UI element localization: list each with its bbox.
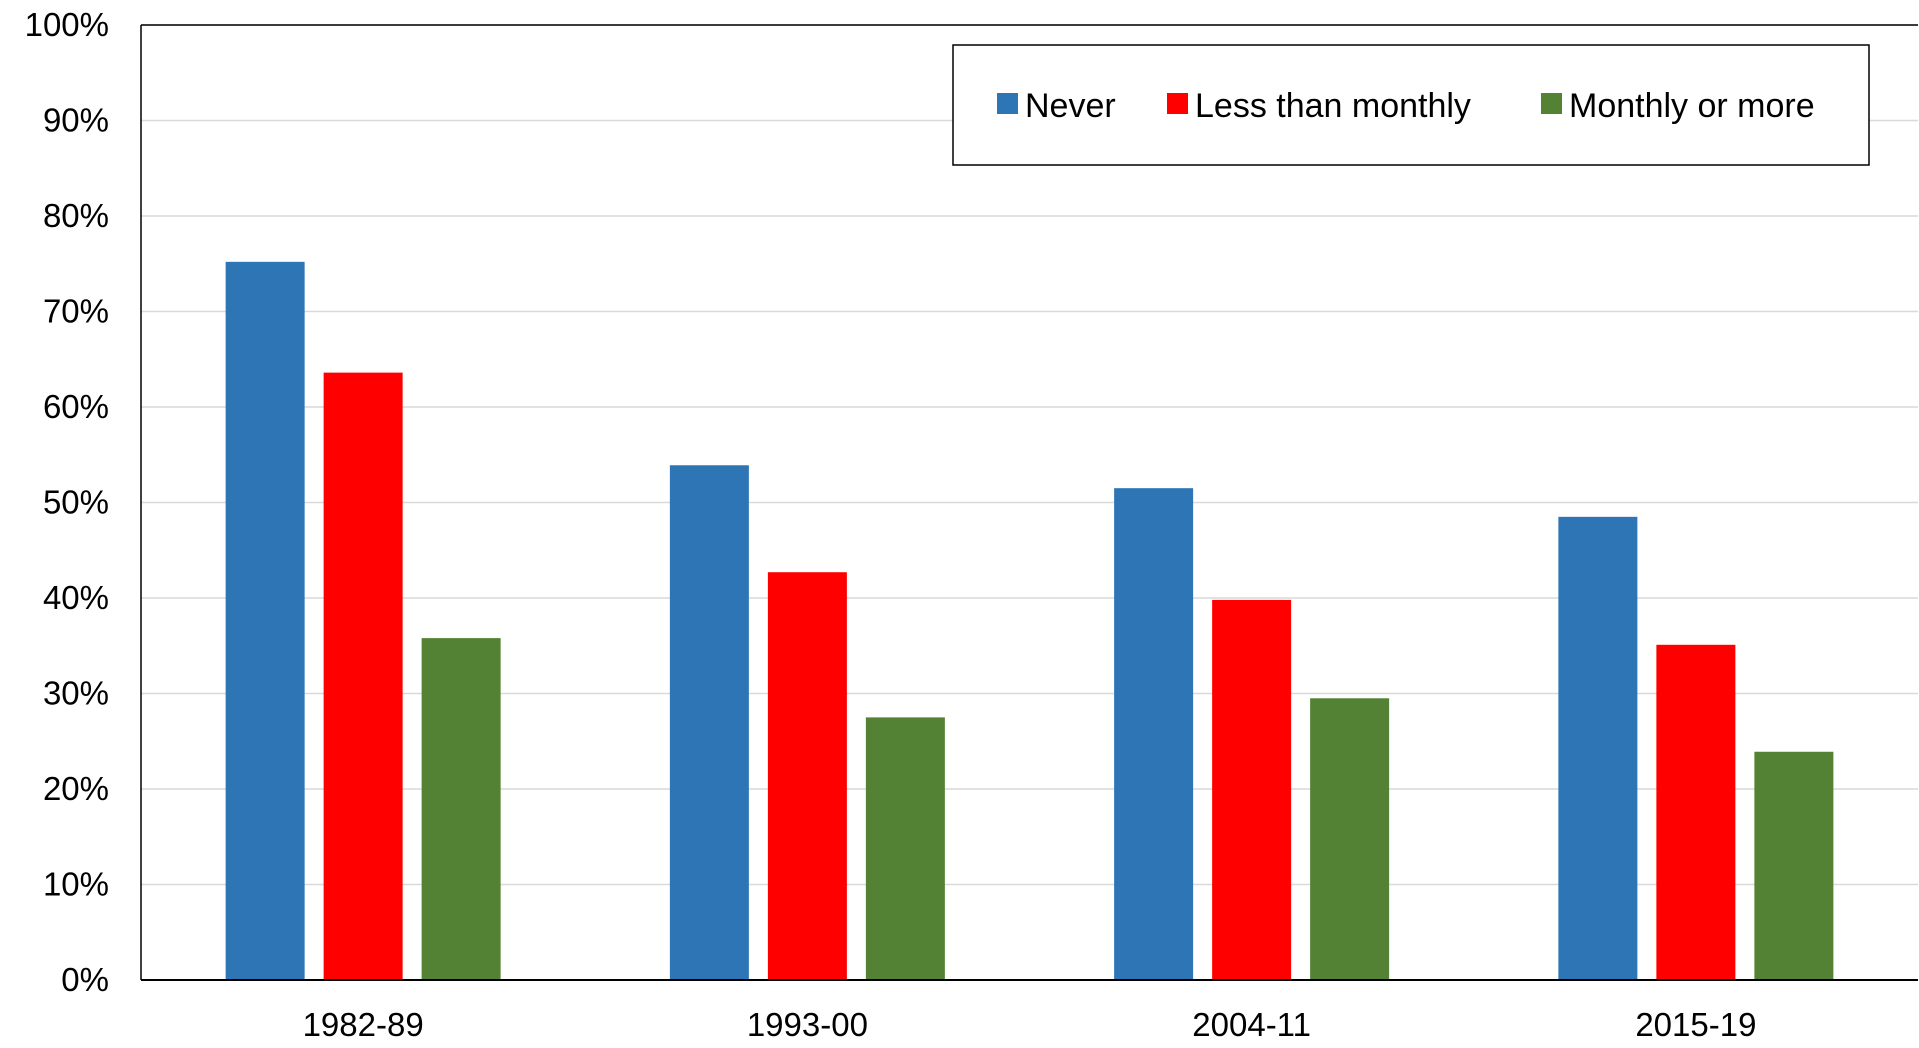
legend-swatch-never [997, 93, 1018, 114]
y-tick-label: 60% [43, 388, 109, 425]
bar-never-1993-00 [669, 465, 749, 980]
legend-label: Never [1025, 87, 1116, 125]
y-tick-label: 0% [61, 961, 109, 998]
legend-swatch-monthly-or-more [1541, 93, 1562, 114]
y-tick-label: 40% [43, 579, 109, 616]
bar-monthly-or-more-2004-11 [1310, 698, 1390, 980]
axes [140, 24, 1918, 981]
x-tick-label: 1982-89 [303, 1006, 424, 1043]
bar-monthly-or-more-1982-89 [421, 638, 501, 980]
bar-less-than-monthly-2015-19 [1656, 644, 1736, 980]
legend-label: Monthly or more [1569, 87, 1815, 125]
x-tick-label: 1993-00 [747, 1006, 868, 1043]
y-tick-label: 70% [43, 293, 109, 330]
y-axis-tick-labels: 0% 10% 20% 30% 40% 50% 60% 70% 80% 90% 100% [25, 6, 109, 998]
bar-monthly-or-more-1993-00 [865, 717, 945, 980]
y-tick-label: 90% [43, 102, 109, 139]
bar-less-than-monthly-1982-89 [323, 372, 403, 980]
y-tick-label: 30% [43, 675, 109, 712]
bar-never-2015-19 [1558, 516, 1638, 980]
y-tick-label: 80% [43, 197, 109, 234]
bars [225, 261, 1834, 981]
legend-swatch-less-than-monthly [1167, 93, 1188, 114]
bar-monthly-or-more-2015-19 [1754, 751, 1834, 980]
y-tick-label: 10% [43, 866, 109, 903]
y-tick-label: 20% [43, 770, 109, 807]
y-tick-label: 100% [25, 6, 109, 43]
legend: Never Less than monthly Monthly or more [952, 44, 1870, 166]
bar-never-2004-11 [1114, 488, 1194, 980]
x-axis-tick-labels: 1982-89 1993-00 2004-11 2015-19 [303, 1006, 1757, 1043]
legend-label: Less than monthly [1195, 87, 1471, 125]
y-tick-label: 50% [43, 484, 109, 521]
bar-never-1982-89 [225, 261, 305, 981]
legend-box [952, 44, 1870, 166]
bar-less-than-monthly-2004-11 [1212, 599, 1292, 980]
bar-less-than-monthly-1993-00 [767, 572, 847, 980]
x-tick-label: 2004-11 [1192, 1006, 1311, 1043]
x-tick-label: 2015-19 [1635, 1006, 1756, 1043]
